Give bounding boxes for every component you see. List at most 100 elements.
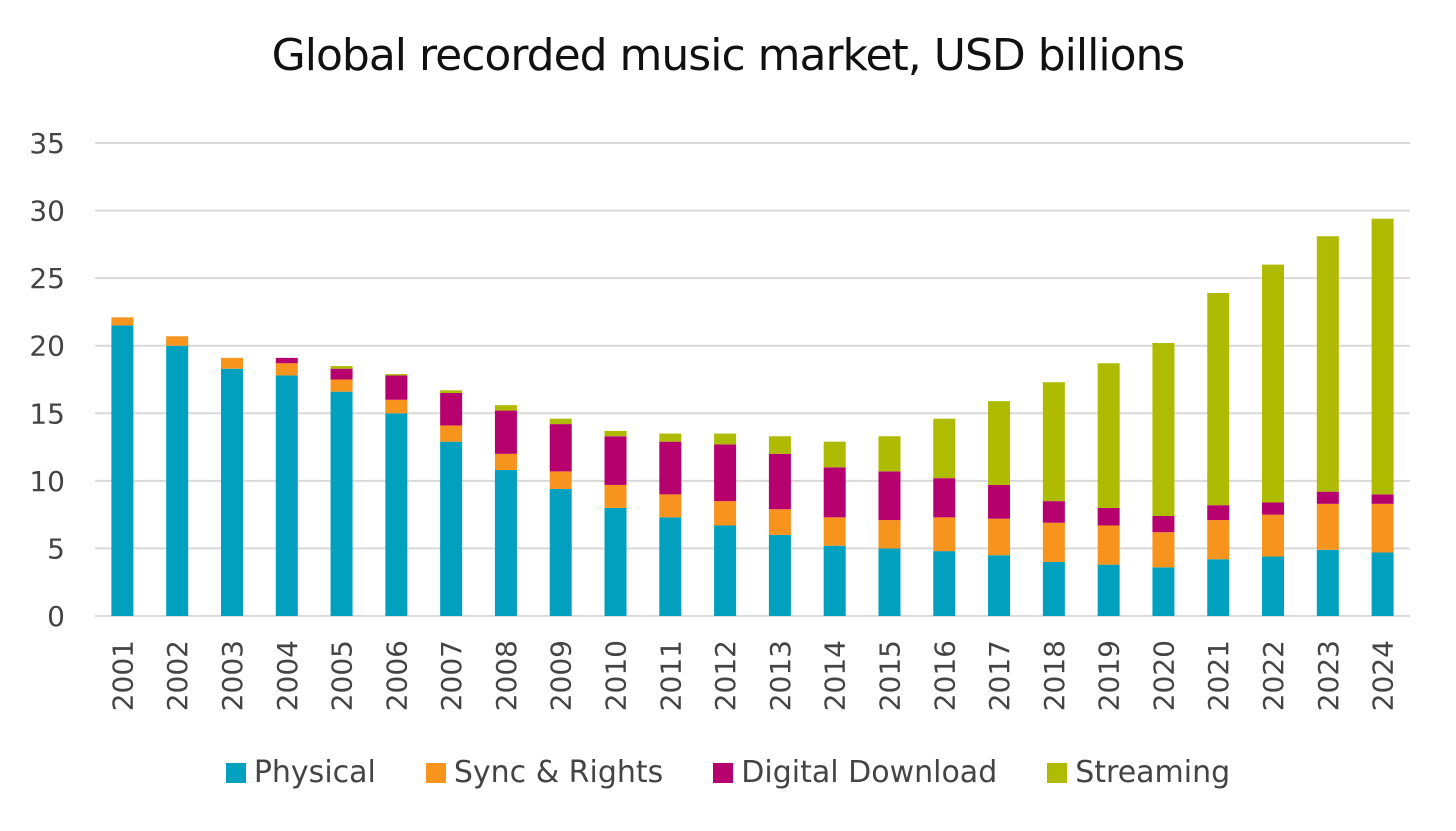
legend-swatch: [713, 762, 734, 783]
x-tick-label: 2014: [819, 640, 852, 711]
legend-label: Digital Download: [741, 755, 998, 790]
bar-physical-2013: [768, 534, 791, 616]
legend-entry-physical: Physical: [225, 755, 376, 790]
bar-digital-download-2009: [549, 424, 572, 472]
bar-digital-download-2024: [1371, 494, 1394, 504]
legend-label: Streaming: [1075, 755, 1231, 790]
bar-streaming-2017: [988, 401, 1011, 485]
bar-sync-rights-2001: [111, 317, 134, 326]
bar-sync-rights-2015: [878, 520, 901, 549]
legend-entry-digital-download: Digital Download: [713, 755, 997, 790]
bar-physical-2007: [440, 441, 463, 616]
bar-streaming-2022: [1262, 264, 1285, 503]
x-tick-label: 2004: [271, 640, 304, 711]
bar-physical-2016: [933, 551, 956, 616]
y-tick-label: 10: [29, 465, 65, 498]
bar-sync-rights-2021: [1207, 520, 1230, 560]
bar-digital-download-2013: [768, 453, 791, 510]
bar-streaming-2006: [385, 374, 408, 376]
bar-streaming-2023: [1316, 236, 1339, 492]
x-tick-label: 2006: [380, 640, 413, 711]
bar-sync-rights-2018: [1042, 522, 1065, 562]
bar-digital-download-2008: [494, 410, 517, 454]
y-axis-tick-labels: 0 5 10 15 20 25 30 35: [29, 127, 65, 633]
chart-title: Global recorded music market, USD billio…: [271, 30, 1186, 81]
bar-streaming-2016: [933, 418, 956, 479]
x-tick-label: 2012: [709, 640, 742, 711]
bar-physical-2010: [604, 507, 627, 616]
legend-swatch: [1047, 762, 1068, 783]
legend-entry-streaming: Streaming: [1047, 755, 1230, 790]
bar-physical-2014: [823, 545, 846, 616]
bar-streaming-2012: [714, 433, 737, 445]
bar-digital-download-2007: [440, 393, 463, 426]
bar-streaming-2009: [549, 418, 572, 425]
x-axis-tick-labels: 2001 2002 2003 2004 2005 2006 2007 2008 2009 2010…: [106, 640, 1399, 711]
x-tick-label: 2020: [1147, 640, 1180, 711]
bar-physical-2005: [330, 391, 353, 616]
x-tick-label: 2002: [161, 640, 194, 711]
y-tick-label: 5: [47, 532, 65, 565]
x-tick-label: 2016: [928, 640, 961, 711]
x-tick-label: 2021: [1202, 640, 1235, 711]
bar-physical-2024: [1371, 552, 1394, 616]
bar-sync-rights-2013: [768, 509, 791, 535]
bar-physical-2015: [878, 548, 901, 616]
y-tick-label: 30: [29, 195, 65, 228]
bar-sync-rights-2004: [275, 363, 298, 376]
bar-physical-2009: [549, 488, 572, 616]
x-tick-label: 2015: [873, 640, 906, 711]
x-tick-label: 2008: [490, 640, 523, 711]
bar-streaming-2013: [768, 436, 791, 454]
y-tick-label: 20: [29, 330, 65, 363]
bar-sync-rights-2002: [166, 336, 189, 346]
bar-sync-rights-2005: [330, 379, 353, 392]
x-tick-label: 2003: [216, 640, 249, 711]
bar-digital-download-2019: [1097, 507, 1120, 526]
bar-sync-rights-2008: [494, 453, 517, 471]
x-tick-label: 2005: [326, 640, 359, 711]
bar-streaming-2014: [823, 441, 846, 468]
bar-streaming-2024: [1371, 218, 1394, 495]
bar-physical-2008: [494, 470, 517, 616]
x-tick-label: 2023: [1312, 640, 1345, 711]
bar-sync-rights-2023: [1316, 503, 1339, 550]
x-tick-label: 2013: [764, 640, 797, 711]
bar-streaming-2015: [878, 436, 901, 472]
bar-digital-download-2011: [659, 441, 682, 495]
bar-digital-download-2017: [988, 484, 1011, 519]
bar-streaming-2021: [1207, 293, 1230, 506]
x-tick-label: 2010: [600, 640, 633, 711]
bar-digital-download-2005: [330, 368, 353, 380]
bar-sync-rights-2020: [1152, 532, 1175, 568]
bar-physical-2022: [1262, 556, 1285, 616]
bar-sync-rights-2003: [220, 357, 243, 369]
bar-sync-rights-2022: [1262, 514, 1285, 557]
bar-streaming-2020: [1152, 343, 1175, 516]
x-tick-label: 2022: [1257, 640, 1290, 711]
legend-label: Sync & Rights: [453, 755, 664, 790]
bar-digital-download-2004: [275, 357, 298, 364]
bar-digital-download-2006: [385, 375, 408, 400]
bar-sync-rights-2011: [659, 494, 682, 518]
bar-digital-download-2012: [714, 444, 737, 502]
bar-physical-2018: [1042, 561, 1065, 616]
x-tick-label: 2019: [1093, 640, 1126, 711]
bar-digital-download-2020: [1152, 515, 1175, 533]
bar-physical-2020: [1152, 567, 1175, 616]
bar-sync-rights-2010: [604, 484, 627, 508]
legend-label: Physical: [253, 755, 376, 790]
bar-digital-download-2016: [933, 478, 956, 518]
x-tick-label: 2007: [435, 640, 468, 711]
bar-physical-2006: [385, 413, 408, 616]
bar-physical-2011: [659, 517, 682, 616]
bar-sync-rights-2017: [988, 518, 1011, 556]
bar-sync-rights-2006: [385, 399, 408, 414]
x-tick-label: 2011: [654, 640, 687, 711]
stacked-bars: [111, 218, 1394, 616]
bar-physical-2023: [1316, 549, 1339, 616]
bar-physical-2017: [988, 555, 1011, 616]
y-tick-label: 15: [29, 397, 65, 430]
legend: Physical Sync & Rights Digital Download Str…: [0, 755, 1456, 790]
